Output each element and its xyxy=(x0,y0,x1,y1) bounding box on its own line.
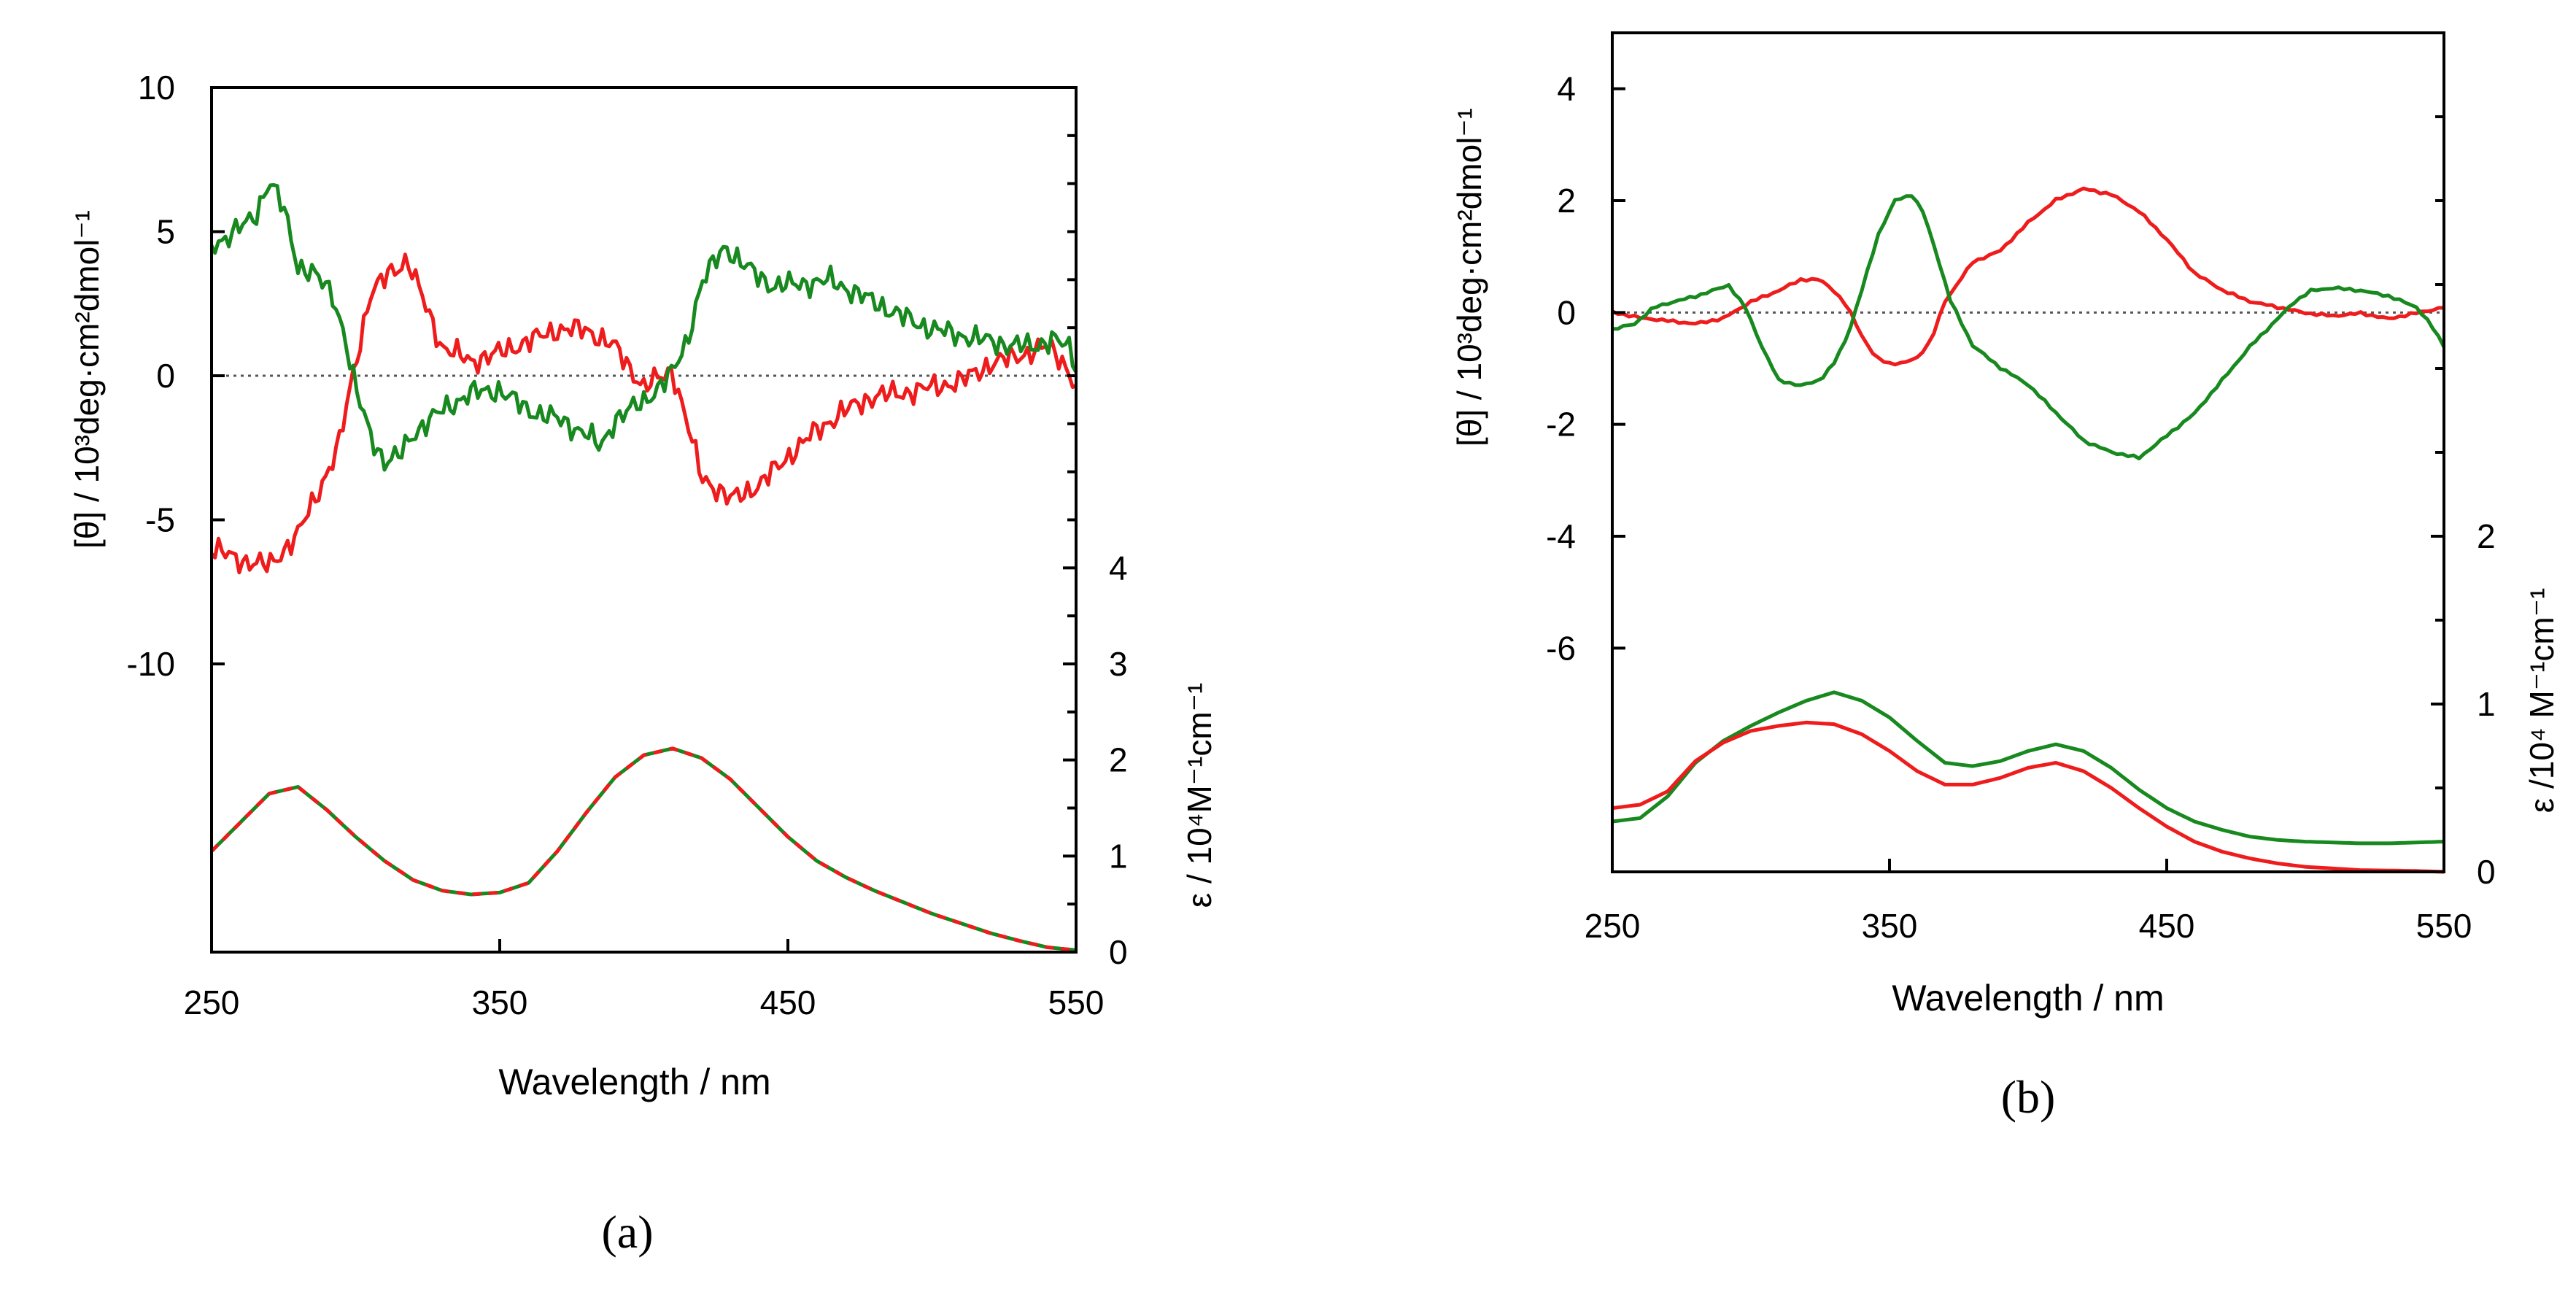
cd-series-line xyxy=(209,183,1078,472)
y-axis-label-right: ε /10⁴ M⁻¹cm⁻¹ xyxy=(2523,588,2561,813)
panel-label: (b) xyxy=(2001,1071,2056,1123)
x-tick-label: 250 xyxy=(184,983,240,1021)
panel-a: 250 350 450 550 10 5 0 -5 -10 0 1 2 3 4 Wavelength / … xyxy=(68,69,1218,1258)
absorption-series-line xyxy=(1612,690,2445,846)
absorption-series-line xyxy=(210,746,1077,952)
y-tick-label-left: -2 xyxy=(1546,406,1576,444)
series-group xyxy=(209,183,1078,952)
x-axis-label: Wavelength / nm xyxy=(1892,978,2164,1018)
y-tick-label-right: 1 xyxy=(2477,685,2496,723)
x-tick-label: 450 xyxy=(760,983,816,1021)
plot-frame xyxy=(1611,31,2445,873)
y-axis-label-right: ε / 10⁴M⁻¹cm⁻¹ xyxy=(1180,683,1218,908)
cd-series-line xyxy=(1612,194,2446,460)
tick-group: 250 350 450 550 4 2 0 -2 -4 -6 0 1 2 xyxy=(1546,31,2496,945)
y-tick-label-left: 10 xyxy=(138,69,175,107)
tick-group: 250 350 450 550 10 5 0 -5 -10 0 1 2 3 4 xyxy=(127,69,1128,1021)
y-tick-label-right: 3 xyxy=(1109,645,1128,683)
cd-series-line xyxy=(210,252,1078,575)
y-tick-label-left: -10 xyxy=(127,645,175,683)
x-tick-label: 550 xyxy=(1048,983,1105,1021)
series-group xyxy=(1611,186,2446,874)
y-tick-label-left: -6 xyxy=(1546,629,1576,667)
x-tick-label: 450 xyxy=(2139,907,2195,945)
y-tick-label-right: 2 xyxy=(2477,517,2496,555)
y-tick-label-right: 0 xyxy=(1109,933,1128,971)
x-tick-label: 350 xyxy=(1862,907,1918,945)
y-tick-label-right: 0 xyxy=(2477,853,2496,891)
y-tick-label-right: 4 xyxy=(1109,549,1128,587)
absorption-series-line xyxy=(1612,720,2445,874)
y-tick-label-right: 2 xyxy=(1109,741,1128,779)
y-tick-label-left: -5 xyxy=(145,501,175,539)
panel-label: (a) xyxy=(601,1206,653,1258)
y-tick-label-left: 2 xyxy=(1557,182,1576,220)
y-tick-label-left: 5 xyxy=(156,213,175,251)
x-tick-label: 250 xyxy=(1585,907,1641,945)
y-tick-label-left: 0 xyxy=(156,357,175,395)
y-tick-label-left: 0 xyxy=(1557,293,1576,331)
y-tick-label-left: 4 xyxy=(1557,70,1576,108)
cd-series-line xyxy=(1611,186,2445,367)
panel-b: 250 350 450 550 4 2 0 -2 -4 -6 0 1 2 Wavelength / nm… xyxy=(1450,31,2561,1123)
x-tick-label: 550 xyxy=(2416,907,2472,945)
y-tick-label-right: 1 xyxy=(1109,837,1128,875)
x-tick-label: 350 xyxy=(472,983,528,1021)
y-axis-label-left: [θ] / 10³deg·cm²dmol⁻¹ xyxy=(68,210,106,549)
y-axis-label-left: [θ] / 10³deg·cm²dmol⁻¹ xyxy=(1450,108,1488,447)
y-tick-label-left: -4 xyxy=(1546,517,1576,555)
x-axis-label: Wavelength / nm xyxy=(498,1062,770,1102)
absorption-series-line xyxy=(210,746,1077,952)
